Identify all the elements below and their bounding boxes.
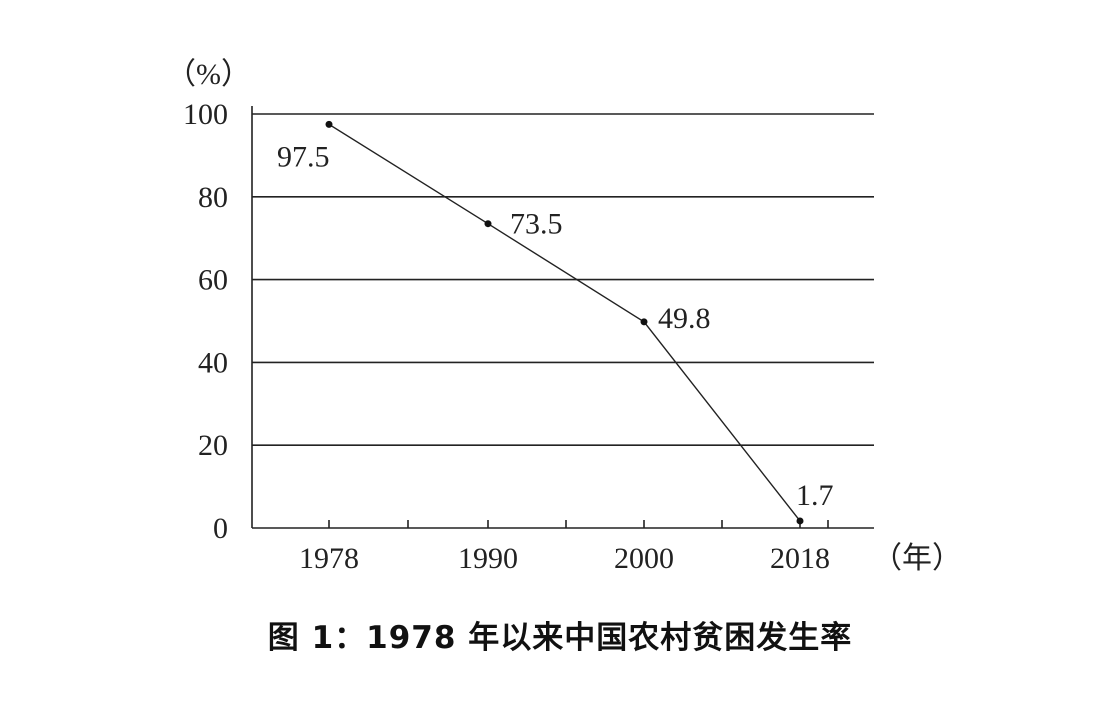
data-point xyxy=(484,220,492,228)
x-tick-label: 1978 xyxy=(299,542,359,575)
x-tick-label: 2018 xyxy=(770,542,830,575)
x-tick-labels: 1978 1990 2000 2018 xyxy=(299,542,830,575)
gridlines xyxy=(252,113,874,447)
x-axis-unit-label: （年） xyxy=(872,542,962,575)
y-tick-label: 60 xyxy=(198,264,228,297)
y-tick-label: 20 xyxy=(198,429,228,462)
data-labels: 97.5 73.5 49.8 1.7 xyxy=(277,140,834,512)
series-line xyxy=(328,123,801,522)
y-axis-unit-label: （%） xyxy=(166,58,251,91)
y-tick-label: 0 xyxy=(213,512,228,545)
data-label: 1.7 xyxy=(796,479,834,512)
y-tick-label: 100 xyxy=(183,98,228,131)
chart-caption: 图 1：1978 年以来中国农村贫困发生率 xyxy=(267,620,853,656)
x-tick-label: 2000 xyxy=(614,542,674,575)
data-point xyxy=(640,318,648,326)
y-tick-label: 80 xyxy=(198,181,228,214)
chart: 0 20 40 60 80 100 1978 1990 2000 2018 97.5 73.5 49… xyxy=(166,58,962,575)
data-label: 49.8 xyxy=(658,302,711,335)
x-tick-label: 1990 xyxy=(458,542,518,575)
y-tick-labels: 0 20 40 60 80 100 xyxy=(183,98,228,545)
data-label: 73.5 xyxy=(510,208,563,241)
axes xyxy=(251,106,874,529)
data-label: 97.5 xyxy=(277,140,330,173)
y-tick-label: 40 xyxy=(198,346,228,379)
series xyxy=(325,120,804,525)
data-point xyxy=(796,517,804,525)
data-point xyxy=(325,120,333,128)
